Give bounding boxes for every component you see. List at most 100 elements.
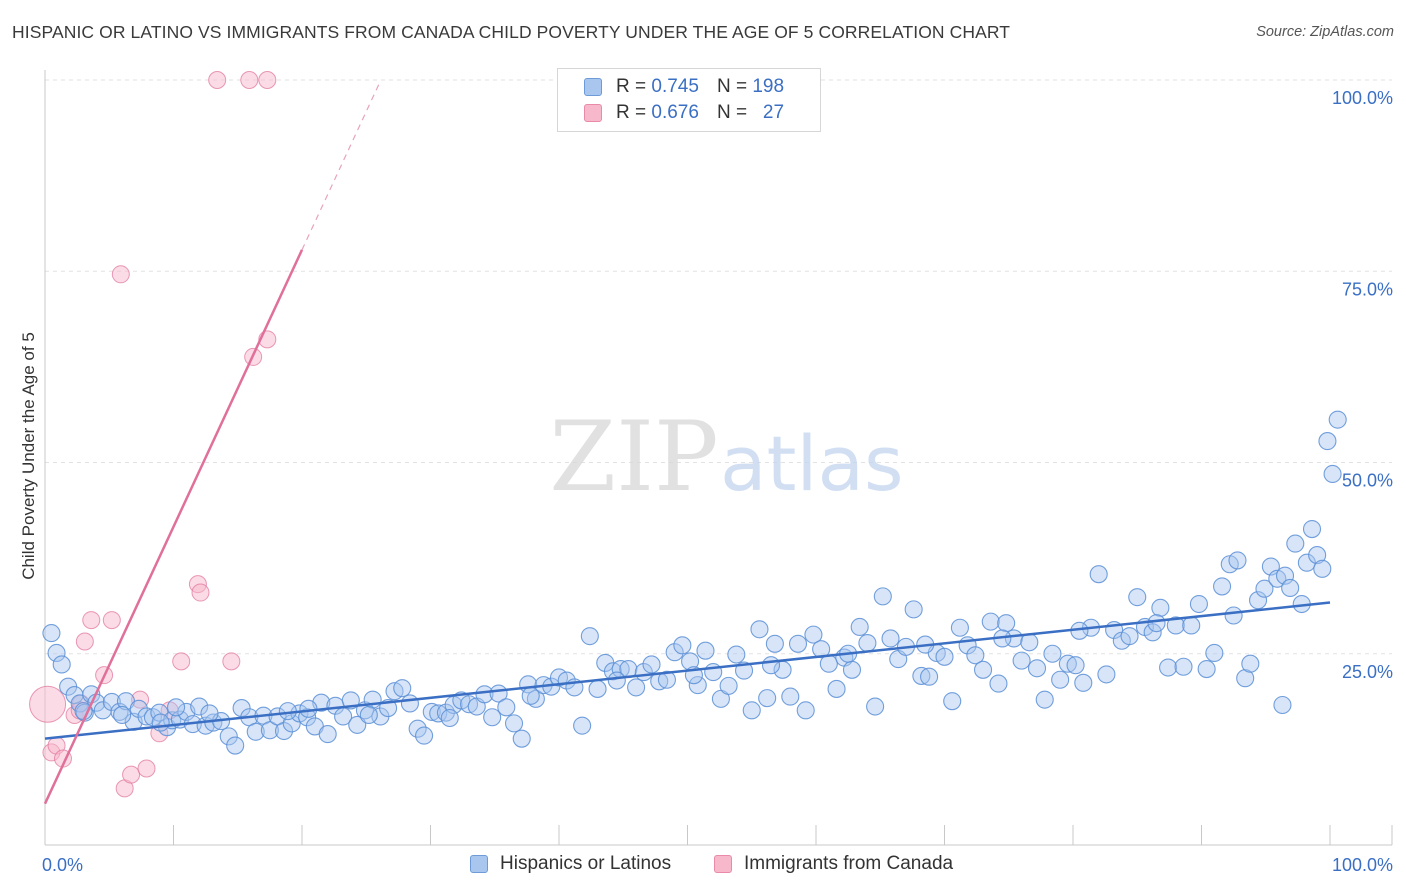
blue-point [1297,553,1316,572]
blue-point [1074,673,1093,692]
blue-point [1097,665,1116,684]
blue-point [1051,670,1070,689]
blue-point [526,689,545,708]
blue-point [1147,614,1166,633]
blue-point [842,660,862,679]
pink-point [122,765,141,784]
legend-n-label: N = [716,76,748,97]
blue-point [1189,594,1208,614]
blue-point [1241,654,1260,673]
blue-trend-line [44,601,1331,740]
blue-point [758,689,777,708]
pink-trend-line [43,249,304,805]
pink-point [172,652,191,671]
blue-point [850,617,869,637]
blue-point [232,699,251,718]
source-label: Source: ZipAtlas.com [1256,24,1394,40]
blue-point [1273,695,1292,715]
blue-point [1035,690,1054,709]
blue-point [129,699,148,718]
legend-swatch-pink [584,104,602,122]
blue-point [765,634,784,653]
blue-point [167,698,186,717]
pink-point [137,759,156,778]
blue-point [1228,551,1247,570]
blue-point [1197,659,1216,679]
blue-point [781,687,800,706]
blue-point [607,671,626,690]
bottom-legend-blue: Hispanics or Latinos [470,851,671,877]
blue-point [415,726,434,745]
blue-point [504,714,524,733]
blue-point [1143,623,1162,642]
blue-point [274,721,294,741]
blue-point [1236,669,1255,688]
blue-point [1058,654,1077,673]
blue-point [1213,577,1232,596]
blue-point [497,698,516,717]
blue-point [393,679,412,698]
pink-point [258,71,277,89]
blue-point [521,686,540,705]
pink-point [102,611,121,630]
blue-point [858,633,877,653]
legend-swatch-blue [584,78,602,96]
legend-n-label: N = [716,102,748,123]
blue-point [950,618,969,637]
blue-point [1328,410,1347,429]
blue-point [102,692,121,711]
blue-point [943,692,962,711]
blue-point [422,702,441,721]
y-tick-label: 100.0% [1332,88,1393,108]
blue-point [429,704,448,723]
y-tick-label: 50.0% [1342,471,1393,491]
blue-point [742,701,761,720]
y-axis-label: Child Poverty Under the Age of 5 [19,332,38,580]
blue-point [819,654,838,673]
pink-point [131,690,150,709]
blue-point [1043,644,1062,663]
blue-point [642,655,661,674]
blue-point [1012,651,1031,670]
x-tick-label: 100.0% [1332,855,1393,875]
blue-point [750,620,769,639]
blue-point [226,736,245,755]
blue-point [1281,578,1300,598]
blue-point [1224,606,1243,625]
legend-r-label: R = [616,76,647,97]
blue-point [1248,591,1268,610]
pink-point [222,652,241,671]
blue-point [1027,659,1047,678]
legend-row-pink: R = 0.676 N = 27 [584,100,784,126]
blue-point [912,666,931,685]
pink-series-points [29,71,277,798]
x-tick-label: 0.0% [42,855,83,875]
blue-point [719,676,738,695]
blue-point [110,702,129,721]
legend-r-value: 0.745 [651,76,699,97]
blue-point [1205,643,1224,663]
bottom-legend-swatch-pink [714,855,732,873]
pink-point [208,71,227,89]
legend-n-value: 198 [752,76,785,97]
blue-point [997,614,1016,633]
bottom-legend-pink-label: Immigrants from Canada [744,853,954,874]
blue-point [788,634,808,653]
pink-point [29,685,67,723]
blue-point [696,641,715,660]
blue-series-points [42,410,1347,755]
blue-point [727,645,746,664]
blue-point [219,727,238,746]
blue-point [52,655,71,674]
blue-point [1166,616,1185,635]
blue-point [1255,579,1274,598]
pink-point [75,632,94,651]
blue-point [246,722,265,741]
blue-point [734,661,754,680]
blue-point [299,699,318,718]
blue-point [1089,565,1108,584]
blue-point [866,697,885,716]
legend-r-label: R = [616,102,647,123]
legend-n-value: 27 [762,102,785,123]
bottom-legend-pink: Immigrants from Canada [714,851,953,877]
